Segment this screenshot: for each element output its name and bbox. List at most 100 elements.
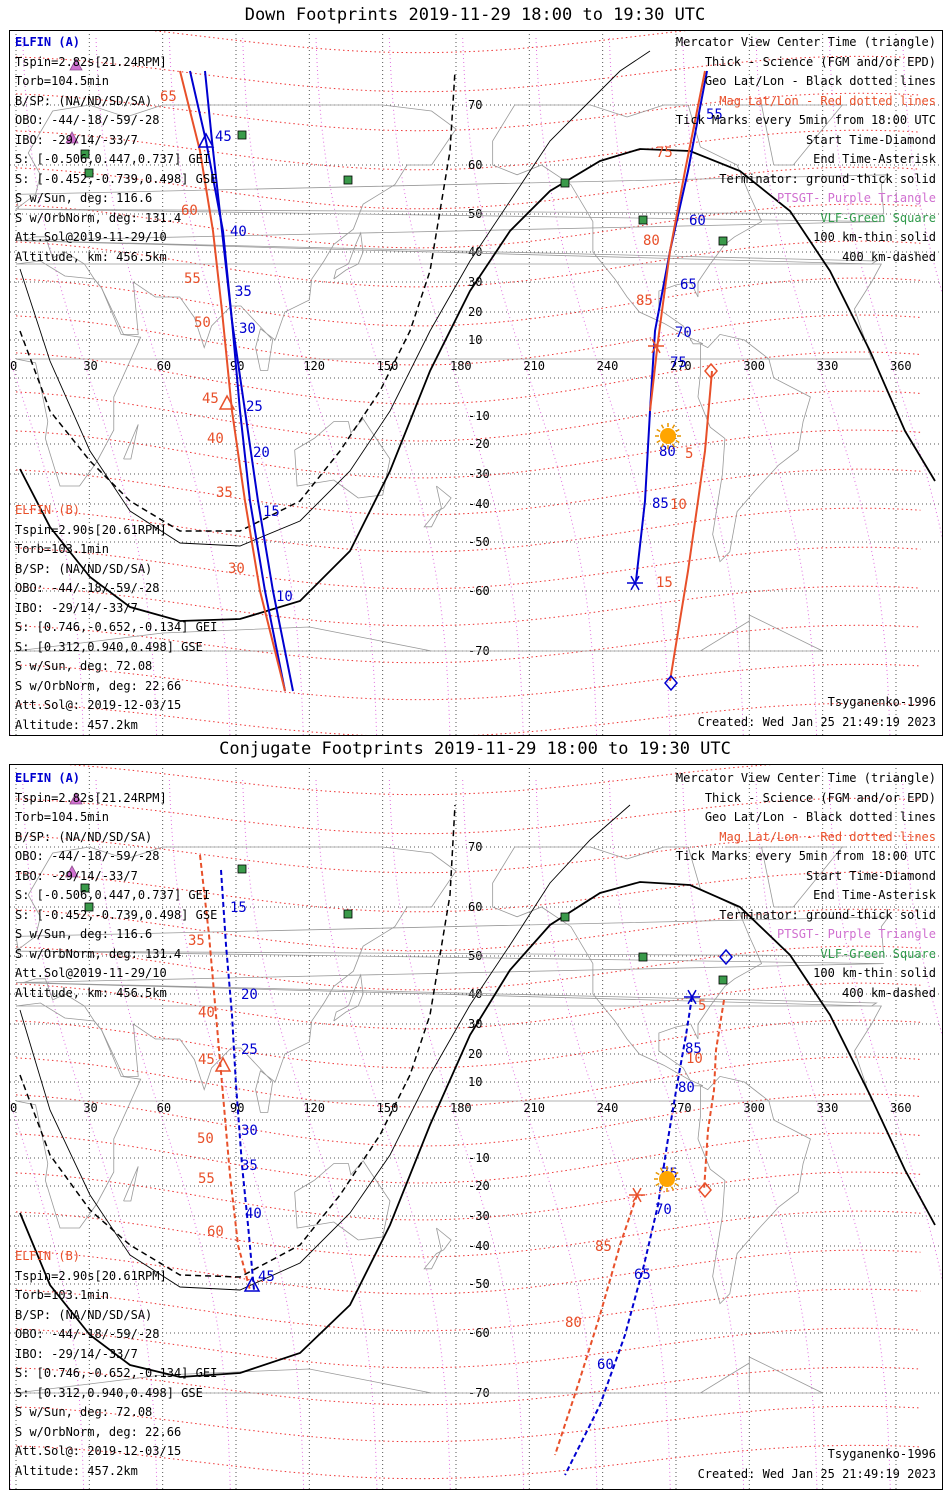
coastline xyxy=(724,104,848,166)
sun-ray xyxy=(670,1167,675,1172)
lat-tick-label: 70 xyxy=(468,840,482,854)
legend-item: End Time-Asterisk xyxy=(813,152,936,166)
mag-parallel xyxy=(15,1019,921,1069)
lat-tick-label: 10 xyxy=(468,1075,482,1089)
legend-item: End Time-Asterisk xyxy=(813,888,936,902)
top-map-panel: 0 30 60 90 120 150 180 210 240 270 300 330 360 70 60 50… xyxy=(9,30,943,736)
lat-tick-label: 40 xyxy=(468,987,482,1001)
lon-tick-label: 30 xyxy=(83,359,97,373)
mag-parallel xyxy=(15,1210,921,1258)
center-time-triangle xyxy=(243,1276,261,1292)
lon-tick-label: 0 xyxy=(10,1101,17,1115)
info-line: S: [0.312,0.940,0.498] GSE xyxy=(15,639,203,654)
sun-ray xyxy=(674,1182,679,1187)
sun-ray xyxy=(659,1167,664,1172)
mag-parallel xyxy=(15,1056,921,1108)
trace-time-label: 85 xyxy=(652,496,669,512)
end-asterisk xyxy=(687,989,697,1005)
lon-tick-label: 120 xyxy=(303,1101,325,1115)
info-line: S: [-0.506,0.447,0.737] GEI xyxy=(15,888,211,902)
trace-time-label: 55 xyxy=(184,271,201,287)
coastline xyxy=(423,485,452,528)
mag-parallel xyxy=(15,390,921,442)
lat-tick-label: -60 xyxy=(468,584,490,598)
elfin-a-trace xyxy=(189,70,286,692)
legend-item: VLF-Green Square xyxy=(820,210,936,225)
lat-tick-label: 40 xyxy=(468,245,482,259)
lat-tick-label: 60 xyxy=(468,900,482,914)
trace-time-label: 65 xyxy=(634,1267,651,1283)
vlf-station-square xyxy=(237,130,247,140)
trace-time-label: 25 xyxy=(241,1042,258,1058)
legend-item: Mercator View Center Time (triangle) xyxy=(675,35,936,49)
lon-tick-label: 60 xyxy=(157,1101,171,1115)
legend-item: 100 km-thin solid xyxy=(813,230,936,244)
trace-time-label: 60 xyxy=(597,1357,614,1373)
sat-b-name: ELFIN (B) xyxy=(15,1249,81,1263)
mag-meridian xyxy=(902,37,942,294)
info-line: S w/Sun, deg: 116.6 xyxy=(15,927,153,941)
sun-ray xyxy=(659,1186,664,1191)
trace-time-label: 30 xyxy=(239,321,256,337)
lon-tick-label: 30 xyxy=(83,1101,97,1115)
mag-meridian xyxy=(682,779,818,1489)
trace-time-label: 30 xyxy=(228,561,245,577)
mag-parallel xyxy=(15,507,921,553)
lon-tick-label: 120 xyxy=(303,359,325,373)
bottom-elfin-a-info: ELFIN (A) Tspin=2.82s[21.24RPM] Torb=104… xyxy=(15,769,217,1003)
mag-meridian xyxy=(95,779,231,1489)
mag-parallel xyxy=(15,1444,921,1480)
legend-item: VLF-Green Square xyxy=(820,946,936,961)
vlf-station-square xyxy=(638,952,648,962)
legend-item: 400 km-dashed xyxy=(842,249,936,264)
mag-parallel xyxy=(15,277,921,327)
limb-400km-line xyxy=(19,70,456,532)
vlf-station-square xyxy=(237,864,247,874)
mag-parallel xyxy=(15,203,921,249)
trace-time-label: 80 xyxy=(565,1315,582,1331)
mag-parallel xyxy=(15,982,921,1030)
trace-time-label: 85 xyxy=(636,293,653,309)
trace-time-label: 10 xyxy=(686,1051,703,1067)
info-line: Torb=104.5min xyxy=(15,74,109,88)
trace-time-label: 85 xyxy=(595,1239,612,1255)
coastline xyxy=(294,1160,391,1241)
sun-ray xyxy=(655,1171,660,1176)
trace-time-label: 40 xyxy=(198,1005,215,1021)
mag-parallel xyxy=(15,1171,921,1221)
info-line: Tspin=2.90s[20.61RPM] xyxy=(15,522,167,537)
info-line: Att.Sol@: 2019-12-03/15 xyxy=(15,698,182,712)
end-asterisk xyxy=(632,1187,642,1203)
ptsgt-triangle xyxy=(65,131,79,144)
trace-time-label: 75 xyxy=(670,355,687,371)
lon-tick-label: 180 xyxy=(450,1101,472,1115)
legend-item: PTSGT- Purple Triangle xyxy=(777,191,936,205)
info-line: S w/OrbNorm, deg: 131.4 xyxy=(15,946,182,961)
lon-tick-label: 330 xyxy=(817,359,839,373)
info-line: Att.Sol@2019-11-29/10 xyxy=(15,230,167,244)
trace-time-label: 45 xyxy=(202,391,219,407)
trace-time-label: 35 xyxy=(235,284,252,300)
mag-meridian xyxy=(242,37,378,735)
mag-parallel xyxy=(15,663,921,701)
lon-tick-label: 270 xyxy=(670,1101,692,1115)
trace-time-label: 80 xyxy=(659,444,676,460)
coastline xyxy=(15,614,823,652)
legend-item: Start Time-Diamond xyxy=(805,868,936,883)
limb-100km-line xyxy=(19,50,651,547)
sun-ray xyxy=(675,439,680,444)
info-line: Att.Sol@: 2019-12-03/15 xyxy=(15,1444,182,1458)
trace-time-label: 60 xyxy=(181,203,198,219)
mag-meridian xyxy=(755,779,891,1489)
coastline xyxy=(15,1356,823,1394)
legend-item: Mercator View Center Time (triangle) xyxy=(675,771,936,785)
subsolar-sun-icon xyxy=(659,1171,675,1187)
info-line: Torb=103.1min xyxy=(15,542,109,556)
mag-meridian xyxy=(168,37,304,735)
mag-parallel xyxy=(15,55,921,93)
center-time-triangle xyxy=(197,132,215,148)
trace-time-label: 15 xyxy=(230,900,247,916)
sat-a-name: ELFIN (A) xyxy=(15,771,81,785)
mag-meridian xyxy=(95,37,231,735)
trace-time-label: 45 xyxy=(198,1052,215,1068)
